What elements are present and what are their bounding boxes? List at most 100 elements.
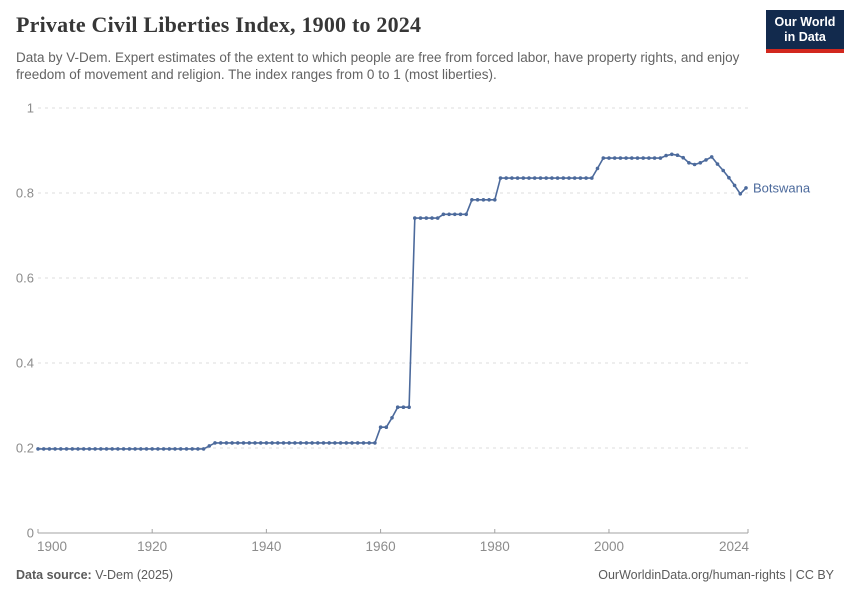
data-point[interactable] bbox=[150, 447, 154, 451]
data-point[interactable] bbox=[612, 156, 617, 160]
data-point[interactable] bbox=[36, 447, 40, 451]
data-point[interactable] bbox=[207, 444, 212, 448]
data-point[interactable] bbox=[692, 162, 697, 167]
data-point[interactable] bbox=[367, 441, 372, 445]
data-point[interactable] bbox=[424, 216, 429, 220]
data-point[interactable] bbox=[395, 405, 400, 410]
data-point[interactable] bbox=[104, 447, 109, 451]
data-point[interactable] bbox=[161, 447, 166, 451]
data-point[interactable] bbox=[453, 212, 457, 217]
data-point[interactable] bbox=[744, 186, 748, 190]
data-point[interactable] bbox=[241, 441, 246, 445]
data-point[interactable] bbox=[487, 198, 491, 202]
data-point[interactable] bbox=[435, 216, 440, 220]
data-point[interactable] bbox=[76, 447, 80, 451]
data-point[interactable] bbox=[293, 441, 297, 445]
data-point[interactable] bbox=[304, 441, 309, 445]
data-point[interactable] bbox=[715, 162, 720, 166]
data-point[interactable] bbox=[607, 156, 611, 160]
data-point[interactable] bbox=[441, 212, 446, 217]
data-point[interactable] bbox=[81, 447, 86, 451]
data-point[interactable] bbox=[133, 447, 137, 451]
data-point[interactable] bbox=[47, 447, 52, 451]
data-point[interactable] bbox=[70, 447, 75, 451]
data-point[interactable] bbox=[144, 447, 149, 451]
data-point[interactable] bbox=[727, 175, 731, 180]
data-point[interactable] bbox=[87, 447, 92, 451]
data-point[interactable] bbox=[361, 441, 366, 445]
data-point[interactable] bbox=[681, 155, 685, 160]
data-point[interactable] bbox=[258, 441, 263, 445]
data-point[interactable] bbox=[64, 447, 69, 451]
data-point[interactable] bbox=[236, 441, 240, 445]
data-point[interactable] bbox=[173, 447, 177, 451]
data-point[interactable] bbox=[298, 441, 303, 445]
data-point[interactable] bbox=[59, 447, 63, 451]
data-point[interactable] bbox=[53, 447, 57, 451]
series-line-botswana[interactable] bbox=[37, 153, 747, 450]
data-point[interactable] bbox=[281, 441, 286, 445]
data-point[interactable] bbox=[658, 156, 663, 160]
data-point[interactable] bbox=[178, 447, 183, 451]
data-point[interactable] bbox=[270, 441, 274, 445]
data-point[interactable] bbox=[276, 441, 280, 445]
license-note[interactable]: OurWorldinData.org/human-rights | CC BY bbox=[598, 568, 834, 582]
data-point[interactable] bbox=[624, 156, 628, 160]
data-point[interactable] bbox=[350, 441, 354, 445]
data-point[interactable] bbox=[515, 176, 520, 180]
data-point[interactable] bbox=[584, 176, 588, 180]
data-point[interactable] bbox=[555, 176, 560, 180]
data-point[interactable] bbox=[550, 176, 554, 180]
data-point[interactable] bbox=[41, 447, 46, 451]
data-point[interactable] bbox=[390, 416, 394, 420]
data-point[interactable] bbox=[590, 176, 594, 180]
data-point[interactable] bbox=[498, 176, 503, 180]
data-point[interactable] bbox=[247, 441, 252, 445]
data-point[interactable] bbox=[196, 447, 200, 451]
data-point[interactable] bbox=[287, 441, 292, 445]
data-point[interactable] bbox=[532, 176, 537, 180]
data-point[interactable] bbox=[190, 447, 194, 451]
data-point[interactable] bbox=[647, 156, 651, 160]
data-point[interactable] bbox=[578, 176, 583, 180]
data-point[interactable] bbox=[413, 216, 417, 220]
data-point[interactable] bbox=[721, 168, 725, 173]
data-point[interactable] bbox=[510, 176, 514, 180]
data-point[interactable] bbox=[561, 176, 566, 180]
data-point[interactable] bbox=[230, 441, 234, 445]
data-point[interactable] bbox=[601, 156, 606, 160]
data-point[interactable] bbox=[704, 158, 708, 162]
data-point[interactable] bbox=[470, 198, 474, 202]
data-point[interactable] bbox=[664, 153, 668, 158]
data-point[interactable] bbox=[481, 198, 486, 202]
data-point[interactable] bbox=[333, 441, 337, 445]
data-point[interactable] bbox=[630, 156, 634, 160]
data-point[interactable] bbox=[652, 156, 657, 160]
data-point[interactable] bbox=[373, 441, 377, 445]
data-point[interactable] bbox=[116, 447, 120, 451]
data-point[interactable] bbox=[378, 425, 383, 430]
data-point[interactable] bbox=[127, 447, 132, 451]
owid-logo[interactable]: Our World in Data bbox=[766, 10, 844, 53]
data-point[interactable] bbox=[316, 441, 320, 445]
data-point[interactable] bbox=[709, 155, 714, 159]
data-point[interactable] bbox=[595, 166, 600, 171]
data-point[interactable] bbox=[201, 447, 206, 451]
data-point[interactable] bbox=[110, 447, 114, 451]
data-point[interactable] bbox=[447, 212, 451, 217]
data-point[interactable] bbox=[167, 447, 172, 451]
data-point[interactable] bbox=[430, 216, 434, 220]
data-point[interactable] bbox=[213, 441, 217, 445]
data-point[interactable] bbox=[264, 441, 269, 445]
data-point[interactable] bbox=[544, 176, 548, 180]
data-point[interactable] bbox=[355, 441, 360, 445]
data-point[interactable] bbox=[641, 156, 645, 160]
data-point[interactable] bbox=[224, 441, 229, 445]
data-point[interactable] bbox=[687, 161, 691, 165]
data-point[interactable] bbox=[567, 176, 571, 180]
data-point[interactable] bbox=[338, 441, 343, 445]
data-point[interactable] bbox=[99, 447, 103, 451]
data-point[interactable] bbox=[93, 447, 97, 451]
data-point[interactable] bbox=[184, 447, 189, 451]
data-point[interactable] bbox=[139, 447, 143, 451]
